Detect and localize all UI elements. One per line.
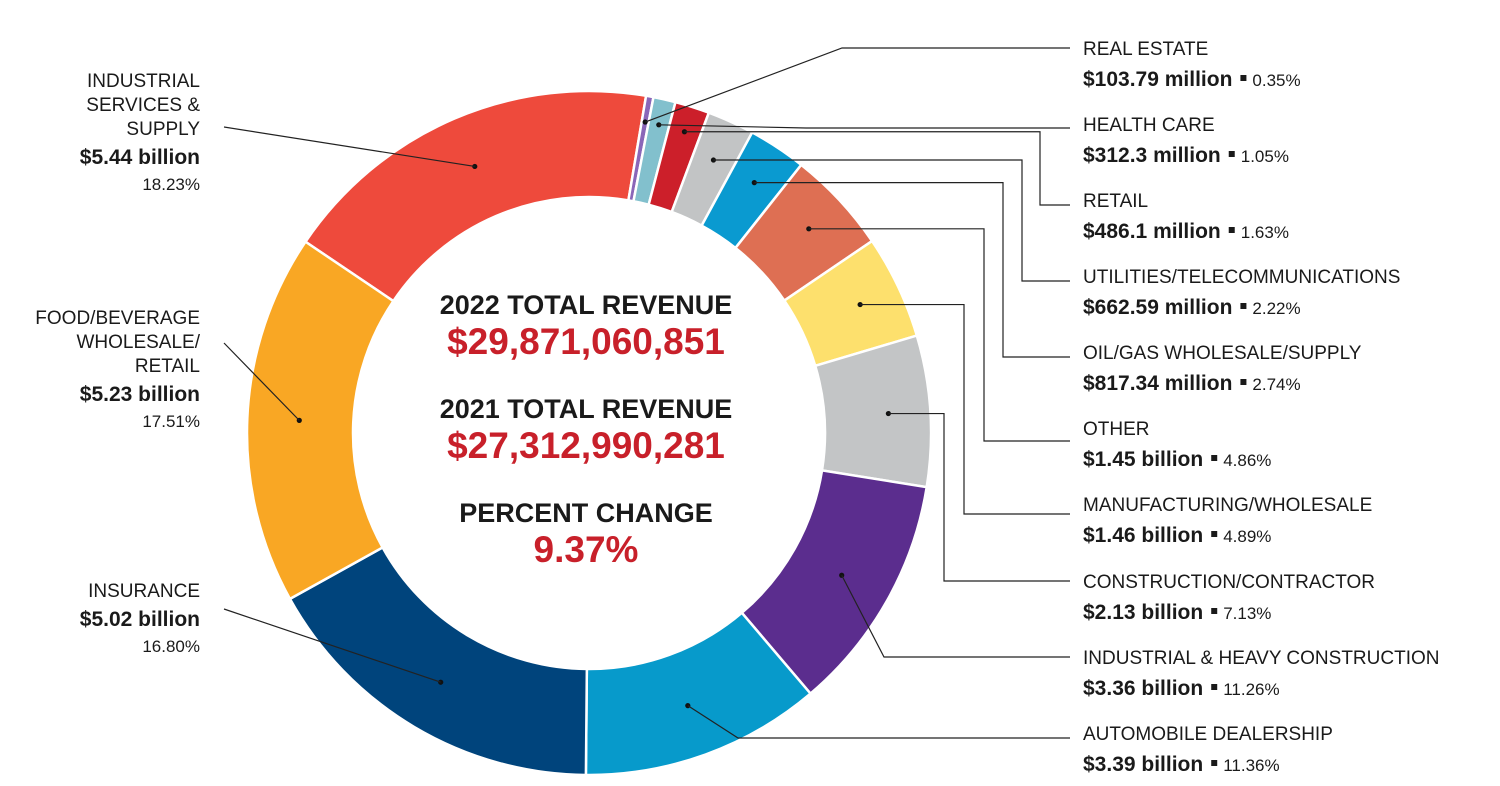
center-2021-value: $27,312,990,281: [447, 425, 725, 466]
label-insurance: INSURANCE $5.02 billion 16.80%: [80, 581, 200, 656]
label-percent: 2.22%: [1252, 299, 1300, 318]
label-manufacturing-wholesale: MANUFACTURING/WHOLESALE $1.46 billion 4.89…: [1083, 495, 1372, 547]
slice-industrial-services-supply: [303, 89, 648, 303]
label-percent: 0.35%: [1252, 71, 1300, 90]
label-value: $2.13 billion: [1083, 601, 1203, 624]
label-industrial-services-supply: INDUSTRIAL SERVICES & SUPPLY $5.44 billion 1…: [80, 71, 201, 194]
center-summary: 2022 TOTAL REVENUE $29,871,060,851 2021 …: [440, 290, 733, 570]
leader-line-other: [808, 228, 1070, 442]
label-value: $5.02 billion: [80, 608, 200, 631]
label-name: SUPPLY: [126, 119, 200, 140]
label-food-beverage-wholesale-retail: FOOD/BEVERAGE WHOLESALE/RETAIL $5.23 billi…: [35, 308, 200, 431]
label-percent: 4.86%: [1223, 451, 1271, 470]
leader-lines: [223, 47, 1070, 739]
leader-line-industrial-heavy-construction: [841, 574, 1070, 658]
label-percent: 16.80%: [142, 637, 200, 656]
label-percent: 2.74%: [1252, 375, 1300, 394]
center-change-value: 9.37%: [534, 529, 639, 570]
leader-line-health-care: [658, 124, 1070, 129]
label-name: INDUSTRIAL & HEAVY CONSTRUCTION: [1083, 648, 1439, 669]
label-name: HEALTH CARE: [1083, 115, 1215, 136]
label-name: AUTOMOBILE DEALERSHIP: [1083, 724, 1333, 745]
label-bullet: [1211, 608, 1218, 614]
label-percent: 1.05%: [1241, 147, 1289, 166]
leader-line-utilities-telecommunications: [713, 159, 1070, 282]
center-2022-value: $29,871,060,851: [447, 321, 725, 362]
label-real-estate: REAL ESTATE $103.79 million 0.35%: [1083, 39, 1301, 91]
label-bullet: [1211, 531, 1218, 537]
leader-line-manufacturing-wholesale: [860, 303, 1070, 515]
label-name: UTILITIES/TELECOMMUNICATIONS: [1083, 267, 1400, 288]
leader-line-construction-contractor: [888, 412, 1070, 582]
label-name: OIL/GAS WHOLESALE/SUPPLY: [1083, 343, 1362, 364]
label-name: SERVICES &: [86, 95, 200, 116]
leader-line-insurance: [223, 608, 441, 683]
label-value: $1.46 billion: [1083, 524, 1203, 547]
label-bullet: [1228, 151, 1235, 157]
label-percent: 17.51%: [142, 412, 200, 431]
label-automobile-dealership: AUTOMOBILE DEALERSHIP $3.39 billion 11.36%: [1083, 724, 1333, 776]
label-name: MANUFACTURING/WHOLESALE: [1083, 495, 1372, 516]
label-percent: 11.26%: [1223, 680, 1279, 699]
label-value: $3.39 billion: [1083, 753, 1203, 776]
center-2021-label: 2021 TOTAL REVENUE: [440, 394, 733, 424]
label-value: $5.44 billion: [80, 146, 200, 169]
label-name: REAL ESTATE: [1083, 39, 1208, 60]
label-name: WHOLESALE/: [76, 332, 200, 353]
label-name: CONSTRUCTION/CONTRACTOR: [1083, 572, 1375, 593]
label-value: $312.3 million: [1083, 144, 1221, 167]
label-name: RETAIL: [135, 356, 200, 377]
label-bullet: [1211, 455, 1218, 461]
label-value: $103.79 million: [1083, 68, 1232, 91]
label-bullet: [1240, 379, 1247, 385]
label-percent: 7.13%: [1223, 604, 1271, 623]
label-name: FOOD/BEVERAGE: [35, 308, 200, 329]
label-name: OTHER: [1083, 419, 1150, 440]
label-retail: RETAIL $486.1 million 1.63%: [1083, 191, 1289, 243]
label-percent: 4.89%: [1223, 527, 1271, 546]
label-bullet: [1240, 75, 1247, 81]
label-utilities-telecommunications: UTILITIES/TELECOMMUNICATIONS $662.59 mill…: [1083, 267, 1400, 319]
donut-slices: [245, 89, 933, 777]
label-name: RETAIL: [1083, 191, 1148, 212]
label-value: $817.34 million: [1083, 372, 1232, 395]
label-percent: 18.23%: [142, 175, 200, 194]
label-value: $662.59 million: [1083, 296, 1232, 319]
label-name: INDUSTRIAL: [87, 71, 200, 92]
label-industrial-heavy-construction: INDUSTRIAL & HEAVY CONSTRUCTION $3.36 bil…: [1083, 648, 1439, 700]
leader-line-retail: [684, 131, 1070, 206]
label-bullet: [1240, 303, 1247, 309]
center-2022-label: 2022 TOTAL REVENUE: [440, 290, 733, 320]
label-value: $3.36 billion: [1083, 677, 1203, 700]
label-oil-gas-wholesale-supply: OIL/GAS WHOLESALE/SUPPLY $817.34 million 2…: [1083, 343, 1362, 395]
label-value: $1.45 billion: [1083, 448, 1203, 471]
label-percent: 11.36%: [1223, 756, 1279, 775]
leader-line-oil-gas-wholesale-supply: [754, 182, 1070, 358]
label-bullet: [1211, 760, 1218, 766]
label-value: $486.1 million: [1083, 220, 1221, 243]
label-bullet: [1211, 684, 1218, 690]
label-percent: 1.63%: [1241, 223, 1289, 242]
center-change-label: PERCENT CHANGE: [459, 498, 713, 528]
label-value: $5.23 billion: [80, 383, 200, 406]
label-construction-contractor: CONSTRUCTION/CONTRACTOR $2.13 billion 7.13…: [1083, 572, 1375, 624]
label-bullet: [1228, 227, 1235, 233]
slice-labels: INDUSTRIAL SERVICES & SUPPLY $5.44 billion 1…: [35, 39, 1439, 776]
leader-line-food-beverage-wholesale-retail: [223, 342, 300, 421]
slice-food-beverage-wholesale-retail: [245, 240, 396, 601]
slice-insurance: [288, 545, 589, 777]
label-health-care: HEALTH CARE $312.3 million 1.05%: [1083, 115, 1289, 167]
leader-line-real-estate: [644, 47, 1070, 123]
label-other: OTHER $1.45 billion 4.86%: [1083, 419, 1271, 471]
leader-line-automobile-dealership: [687, 705, 1070, 739]
leader-line-industrial-services-supply: [223, 126, 475, 168]
label-name: INSURANCE: [88, 581, 200, 602]
